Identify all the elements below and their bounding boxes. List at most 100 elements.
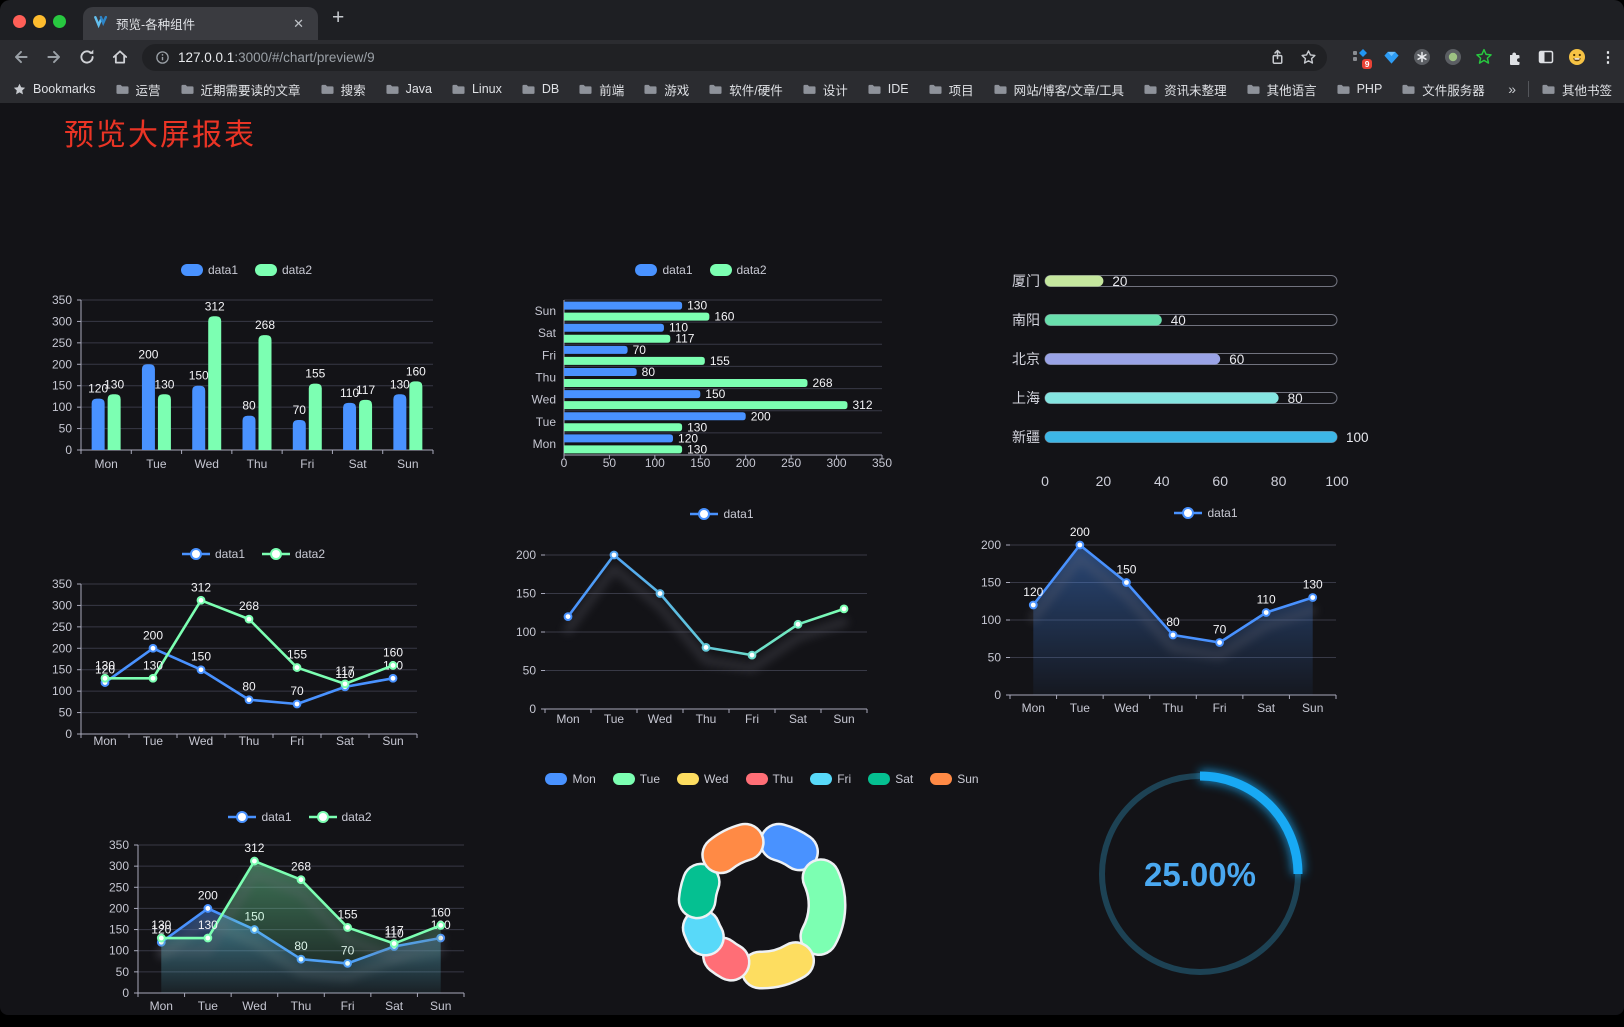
page-content: 预览大屏报表 0 50 100 150 200 250 300 350 Mon Tue Wed Thu…	[0, 103, 1624, 1015]
bookmark-folder[interactable]: 文件服务器	[1401, 80, 1485, 99]
legend-item[interactable]: Mon	[545, 772, 596, 786]
close-window-button[interactable]	[13, 15, 26, 28]
bookmark-folder[interactable]: 其他语言	[1246, 80, 1317, 99]
svg-text:Sun: Sun	[535, 304, 556, 318]
legend-item[interactable]: Sat	[868, 772, 913, 786]
svg-text:160: 160	[383, 645, 403, 659]
folder-icon	[709, 84, 722, 94]
svg-text:350: 350	[52, 577, 72, 591]
svg-text:268: 268	[239, 599, 259, 613]
svg-text:130: 130	[198, 918, 218, 932]
extension-snowflake-icon[interactable]	[1412, 47, 1432, 67]
bookmarks-root[interactable]: Bookmarks	[12, 82, 96, 97]
legend-item[interactable]: data2	[709, 263, 767, 277]
browser-tab[interactable]: 预览-各种组件 ✕	[83, 7, 318, 40]
extensions-area: 9 ⋮	[1350, 47, 1618, 69]
address-bar[interactable]: 127.0.0.1:3000/#/chart/preview/9	[142, 44, 1327, 71]
legend-item[interactable]: Fri	[810, 772, 851, 786]
bookmark-folder[interactable]: DB	[521, 80, 559, 99]
legend-item[interactable]: data1	[1174, 506, 1238, 520]
legend-line-marker-icon	[308, 811, 337, 823]
emoji-extension-icon[interactable]	[1567, 47, 1587, 67]
legend-item[interactable]: Wed	[677, 772, 729, 786]
svg-text:110: 110	[669, 321, 688, 335]
svg-text:100: 100	[516, 625, 536, 639]
folder-icon	[1402, 84, 1415, 94]
tab-favicon-icon	[93, 14, 108, 34]
legend-item[interactable]: data2	[255, 263, 312, 277]
bookmark-folder[interactable]: 设计	[802, 80, 848, 99]
bookmark-folder[interactable]: 近期需要读的文章	[180, 80, 301, 99]
reload-icon[interactable]	[78, 48, 96, 66]
site-info-icon[interactable]	[155, 50, 170, 65]
legend-item[interactable]: data1	[635, 263, 693, 277]
folder-icon	[994, 84, 1007, 94]
svg-text:117: 117	[675, 332, 694, 346]
legend-item[interactable]: data2	[262, 547, 325, 561]
svg-text:20: 20	[1112, 274, 1127, 289]
legend-item[interactable]: data1	[228, 810, 292, 824]
url-text: 127.0.0.1:3000/#/chart/preview/9	[178, 50, 375, 65]
svg-text:150: 150	[1116, 563, 1136, 577]
svg-text:250: 250	[781, 456, 801, 470]
svg-text:Sun: Sun	[430, 999, 451, 1013]
svg-text:312: 312	[244, 841, 264, 855]
legend-item[interactable]: data1	[181, 547, 245, 561]
legend-item[interactable]: Sun	[930, 772, 979, 786]
browser-menu-icon[interactable]: ⋮	[1600, 49, 1616, 66]
extension-gem-icon[interactable]	[1381, 47, 1401, 67]
legend-item[interactable]: data1	[180, 263, 238, 277]
svg-text:110: 110	[335, 667, 354, 681]
bookmark-folder[interactable]: IDE	[867, 80, 909, 99]
tab-close-icon[interactable]: ✕	[293, 15, 304, 31]
share-icon[interactable]	[1269, 49, 1286, 69]
svg-text:50: 50	[988, 651, 1002, 665]
other-bookmarks[interactable]: 其他书签	[1541, 80, 1612, 99]
legend-item[interactable]: Tue	[612, 772, 660, 786]
svg-text:155: 155	[710, 354, 730, 368]
svg-text:200: 200	[751, 409, 771, 423]
svg-text:80: 80	[1271, 473, 1287, 489]
svg-text:200: 200	[52, 641, 72, 655]
extensions-puzzle-icon[interactable]	[1505, 47, 1525, 67]
bookmark-folder[interactable]: 项目	[928, 80, 974, 99]
legend-item[interactable]: data2	[308, 810, 372, 824]
legend-item[interactable]: Thu	[745, 772, 793, 786]
bookmark-folder[interactable]: Java	[385, 80, 432, 99]
bookmark-folder[interactable]: 软件/硬件	[708, 80, 783, 99]
svg-text:0: 0	[1041, 473, 1049, 489]
extension-dot-icon[interactable]	[1443, 47, 1463, 67]
svg-text:Thu: Thu	[239, 734, 260, 748]
svg-text:312: 312	[205, 299, 225, 313]
svg-text:130: 130	[104, 377, 124, 391]
new-tab-button[interactable]: +	[332, 6, 345, 29]
fullscreen-window-button[interactable]	[53, 15, 66, 28]
bookmark-folder[interactable]: 运营	[115, 80, 161, 99]
minimize-window-button[interactable]	[33, 15, 46, 28]
bookmark-folder[interactable]: 网站/博客/文章/工具	[993, 80, 1124, 99]
bookmark-folder[interactable]: 资讯未整理	[1143, 80, 1227, 99]
bookmark-folder[interactable]: 前端	[578, 80, 624, 99]
forward-icon[interactable]	[45, 48, 63, 66]
bookmark-star-icon[interactable]	[1300, 49, 1317, 69]
back-icon[interactable]	[12, 48, 30, 66]
legend-item[interactable]: data1	[690, 507, 754, 521]
home-icon[interactable]	[111, 48, 129, 66]
extension-badge: 9	[1362, 59, 1372, 69]
svg-text:Thu: Thu	[696, 712, 717, 726]
svg-text:150: 150	[981, 576, 1001, 590]
bookmarks-divider	[1527, 81, 1529, 97]
bookmarks-overflow-chevron[interactable]: »	[1508, 81, 1516, 97]
bookmark-folder[interactable]: PHP	[1336, 80, 1382, 99]
extension-star-icon[interactable]	[1474, 47, 1494, 67]
sidebar-toggle-icon[interactable]	[1536, 47, 1556, 67]
bookmark-folder[interactable]: 搜索	[320, 80, 366, 99]
svg-text:北京: 北京	[1012, 351, 1040, 367]
svg-text:Tue: Tue	[146, 457, 167, 471]
bookmark-folder[interactable]: Linux	[451, 80, 502, 99]
extension-grid-icon[interactable]: 9	[1350, 47, 1372, 69]
svg-text:200: 200	[1070, 525, 1090, 539]
bookmark-folder[interactable]: 游戏	[643, 80, 689, 99]
svg-text:130: 130	[390, 377, 410, 391]
folder-icon	[868, 84, 881, 94]
